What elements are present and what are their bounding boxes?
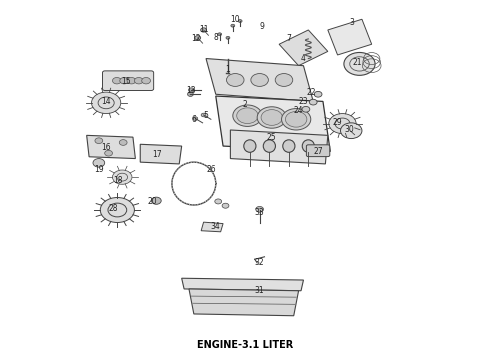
Text: 32: 32 <box>255 258 265 267</box>
Polygon shape <box>182 278 303 291</box>
Text: 12: 12 <box>192 35 201 44</box>
Text: 29: 29 <box>333 118 343 127</box>
Text: 23: 23 <box>298 97 308 106</box>
Text: 33: 33 <box>255 208 265 217</box>
Polygon shape <box>189 289 298 316</box>
Circle shape <box>105 150 113 156</box>
Text: 31: 31 <box>255 286 265 295</box>
Text: 3: 3 <box>350 18 355 27</box>
Text: 25: 25 <box>267 132 277 141</box>
Text: 10: 10 <box>230 15 240 24</box>
Text: 6: 6 <box>192 115 196 124</box>
Text: 24: 24 <box>294 106 303 115</box>
Circle shape <box>134 77 143 84</box>
Ellipse shape <box>283 140 295 152</box>
Text: 1: 1 <box>225 65 230 74</box>
Circle shape <box>193 117 198 120</box>
Circle shape <box>201 113 206 117</box>
Circle shape <box>257 107 287 128</box>
Circle shape <box>286 111 307 127</box>
Circle shape <box>238 19 242 22</box>
Text: 19: 19 <box>94 165 104 174</box>
Circle shape <box>100 198 134 222</box>
Polygon shape <box>279 30 328 66</box>
Text: 4: 4 <box>301 54 306 63</box>
Text: 14: 14 <box>101 97 111 106</box>
Circle shape <box>151 197 161 204</box>
Circle shape <box>92 92 121 113</box>
Text: 18: 18 <box>114 176 123 185</box>
Text: 17: 17 <box>152 150 162 159</box>
Text: 8: 8 <box>213 33 218 42</box>
Circle shape <box>222 203 229 208</box>
Circle shape <box>218 33 221 36</box>
Text: 11: 11 <box>199 26 208 35</box>
Polygon shape <box>230 130 328 164</box>
Circle shape <box>188 92 194 96</box>
Circle shape <box>231 24 235 27</box>
Circle shape <box>226 73 244 86</box>
Circle shape <box>113 77 121 84</box>
Text: 22: 22 <box>306 88 316 97</box>
Text: 2: 2 <box>243 100 247 109</box>
Text: 30: 30 <box>345 126 355 135</box>
Circle shape <box>309 99 317 105</box>
Polygon shape <box>328 19 372 55</box>
Bar <box>225 104 245 107</box>
Circle shape <box>344 53 375 75</box>
Circle shape <box>251 73 269 86</box>
Circle shape <box>142 77 150 84</box>
Text: 15: 15 <box>121 77 130 86</box>
Circle shape <box>237 108 258 123</box>
Polygon shape <box>87 135 135 158</box>
Circle shape <box>314 91 322 97</box>
Circle shape <box>256 206 264 212</box>
FancyBboxPatch shape <box>102 71 154 90</box>
Circle shape <box>226 36 230 39</box>
Ellipse shape <box>263 140 275 152</box>
Circle shape <box>95 138 103 144</box>
Circle shape <box>113 170 132 184</box>
Circle shape <box>275 73 293 86</box>
Ellipse shape <box>302 140 315 152</box>
Polygon shape <box>216 96 330 152</box>
Text: 20: 20 <box>147 197 157 206</box>
Text: 27: 27 <box>313 147 323 156</box>
Text: 26: 26 <box>206 165 216 174</box>
Circle shape <box>201 28 206 32</box>
Circle shape <box>189 88 195 92</box>
Text: 9: 9 <box>260 22 265 31</box>
Circle shape <box>302 107 310 112</box>
Circle shape <box>127 77 136 84</box>
Text: 5: 5 <box>203 111 208 120</box>
Polygon shape <box>201 222 223 232</box>
Circle shape <box>120 77 128 84</box>
Circle shape <box>93 158 105 167</box>
Text: 16: 16 <box>101 143 111 152</box>
Text: ENGINE-3.1 LITER: ENGINE-3.1 LITER <box>197 340 293 350</box>
Circle shape <box>119 140 127 145</box>
Text: 13: 13 <box>187 86 196 95</box>
Circle shape <box>329 113 356 134</box>
Text: 21: 21 <box>352 58 362 67</box>
Circle shape <box>195 36 201 40</box>
Polygon shape <box>206 59 313 102</box>
Circle shape <box>215 199 221 204</box>
Text: 34: 34 <box>211 222 220 231</box>
Text: 7: 7 <box>287 35 291 44</box>
Circle shape <box>341 123 362 139</box>
FancyBboxPatch shape <box>306 145 330 157</box>
Circle shape <box>233 105 262 126</box>
Circle shape <box>282 109 311 130</box>
Circle shape <box>261 110 283 125</box>
Text: 28: 28 <box>109 204 118 213</box>
Ellipse shape <box>244 140 256 152</box>
Polygon shape <box>140 144 182 164</box>
